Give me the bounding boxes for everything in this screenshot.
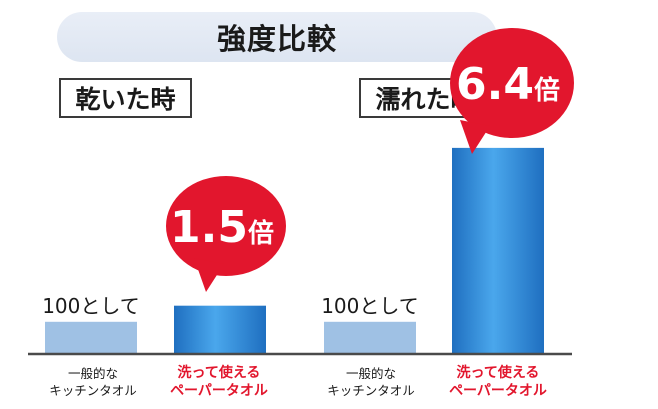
category-label-wet-paper: 洗って使える ペーパータオル: [449, 365, 547, 399]
callout-bubble-wet: 6.4倍: [450, 28, 574, 154]
callout-text-dry: 1.5倍: [170, 202, 274, 253]
data-label-dry: 100として: [42, 294, 140, 318]
callout-text-wet: 6.4倍: [456, 59, 560, 110]
category-label-dry-paper: 洗って使える ペーパータオル: [170, 365, 268, 399]
bar-dry-paper: [174, 305, 266, 354]
data-label-wet: 100として: [321, 294, 419, 318]
category-label-dry-kitchen: 一般的な キッチンタオル: [49, 366, 137, 398]
category-label-wet-kitchen: 一般的な キッチンタオル: [327, 366, 415, 398]
callout-bubble-dry: 1.5倍: [166, 176, 286, 292]
bar-wet-paper: [452, 147, 544, 354]
chart-title: 強度比較: [57, 12, 497, 62]
bar-dry-kitchen: [45, 321, 137, 354]
group-label-dry: 乾いた時: [59, 78, 192, 118]
bar-wet-kitchen: [324, 321, 416, 354]
